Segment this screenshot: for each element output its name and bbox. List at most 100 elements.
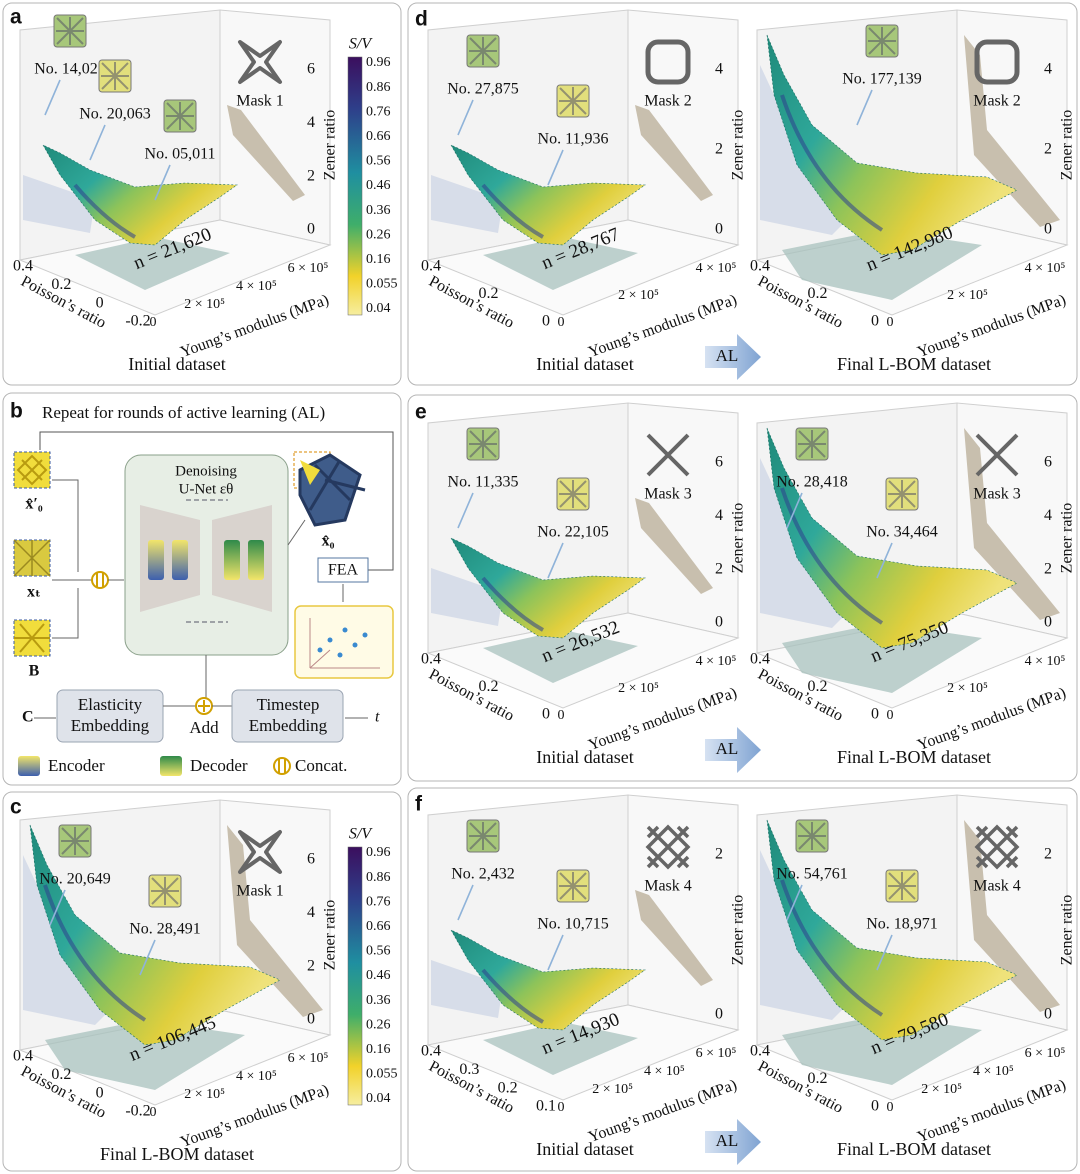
x-tick-label: 6 × 10⁵	[696, 1046, 737, 1061]
z-axis-label: Zener ratio	[1059, 895, 1076, 966]
diagram-title: Repeat for rounds of active learning (AL…	[42, 403, 325, 422]
x-tick-label: 2 × 10⁵	[618, 681, 659, 696]
colorbar-tick-label: 0.16	[366, 1042, 391, 1057]
colorbar-title: S/V	[349, 826, 373, 843]
floor-projection	[782, 1015, 982, 1085]
y-tick-label: -0.2	[125, 1103, 150, 1120]
y-tick-label: 0.2	[498, 1079, 518, 1096]
back-projection	[431, 960, 503, 1018]
mask-shape	[646, 433, 690, 477]
sample-label: No. 10,715	[537, 916, 609, 933]
dataset-caption: Initial dataset	[536, 747, 633, 767]
lattice	[888, 872, 916, 900]
legend-label: Encoder	[48, 756, 105, 775]
z-tick-label: 0	[307, 1011, 315, 1028]
mask-shape	[238, 830, 282, 874]
al-arrow: AL	[705, 727, 761, 773]
input-cube	[13, 539, 51, 577]
z-tick-label: 2	[1044, 141, 1052, 158]
y-tick-label: 0	[96, 294, 104, 311]
plot-3d: Mask 2 No. 27,875 No. 11,936 0 2 4 Zener ratio…	[421, 9, 747, 374]
colorbar-tick-label: 0.055	[366, 1067, 398, 1082]
encoder-feature	[148, 540, 164, 580]
sample-label: No. 11,335	[448, 474, 519, 491]
mask-label: Mask 3	[973, 486, 1021, 503]
cloud-core	[43, 884, 147, 1022]
sample-arrow	[547, 934, 564, 971]
mask-label: Mask 1	[236, 883, 284, 900]
x-tick-label: 0	[150, 1105, 157, 1120]
timestep-box	[231, 689, 344, 743]
legend-swatch	[160, 756, 182, 776]
z-tick-label: 4	[1044, 61, 1052, 78]
colorbar-bar	[347, 846, 363, 1106]
plot-3d: Mask 3 No. 11,335 No. 22,105 0 2 4 6 Zener rati…	[421, 402, 747, 767]
x-tick-label: 4 × 10⁵	[696, 261, 737, 276]
connector	[52, 479, 79, 572]
y-tick-label: 0.4	[421, 258, 441, 275]
unet-label: Denoising	[175, 463, 237, 479]
panel-frame	[407, 2, 1078, 386]
y-tick-label: 0.4	[750, 1043, 770, 1060]
y-tick-label: 0.2	[808, 678, 828, 695]
colorbar: S/V 0.96 0.86 0.76 0.66 0.56 0.46 0.36 0.26 0.16 0…	[347, 826, 398, 1106]
z-tick-label: 6	[715, 454, 723, 471]
x-tick-label: 6 × 10⁵	[288, 261, 329, 276]
panel-letter: c	[10, 796, 22, 819]
side-projection	[227, 105, 305, 201]
z-axis-label: Zener ratio	[322, 900, 339, 971]
arrow-shape	[705, 727, 761, 773]
point-cloud	[450, 537, 646, 639]
back-projection	[431, 568, 503, 626]
mask-shape	[645, 39, 691, 85]
y-tick-label: -0.2	[125, 313, 150, 330]
y-tick-label: 0.4	[421, 1043, 441, 1060]
mask-label: Mask 4	[644, 878, 692, 895]
y-tick-label: 0	[542, 313, 550, 330]
lattice	[469, 822, 497, 850]
x-tick-label: 2 × 10⁵	[184, 1087, 225, 1102]
back-projection	[23, 175, 95, 233]
sample-label: No. 177,139	[842, 71, 922, 88]
x-tick-label: 4 × 10⁵	[644, 1064, 685, 1079]
y-tick-label: 0	[871, 706, 879, 723]
z-tick-label: 2	[715, 846, 723, 863]
dataset-caption: Initial dataset	[128, 354, 225, 374]
lattice	[868, 27, 896, 55]
colorbar: S/V 0.96 0.86 0.76 0.66 0.56 0.46 0.36 0.26 0.16 0…	[347, 36, 398, 316]
y-tick-label: 0.3	[459, 1061, 479, 1078]
add-symbol	[198, 700, 210, 712]
mask-icon	[975, 433, 1019, 477]
sample-unit-cell	[556, 869, 590, 903]
z-axis-label: Zener ratio	[322, 110, 339, 181]
sample-arrow	[89, 124, 106, 161]
y-tick-label: 0	[96, 1084, 104, 1101]
dataset-caption: Initial dataset	[536, 1139, 633, 1159]
output-label: x̂₀	[322, 533, 335, 550]
encoder-block	[140, 505, 200, 612]
y-tick-label: 0.2	[51, 276, 71, 293]
colorbar-tick-label: 0.26	[366, 1017, 391, 1032]
y-tick-label: 0.2	[808, 285, 828, 302]
sample-label: No. 2,432	[451, 866, 515, 883]
sample-label: No. 05,011	[145, 146, 216, 163]
x-tick-label: 2 × 10⁵	[947, 681, 988, 696]
colorbar-tick-label: 0.46	[366, 178, 391, 193]
encoder-feature	[172, 540, 188, 580]
legend-swatch	[273, 757, 291, 775]
x-tick-label: 2 × 10⁵	[947, 288, 988, 303]
colorbar-tick-label: 0.04	[366, 301, 391, 316]
cloud-core	[780, 879, 884, 1017]
y-tick-label: 0	[542, 706, 550, 723]
point-cloud	[42, 144, 238, 246]
z-tick-label: 6	[307, 61, 315, 78]
sample-unit-cell	[556, 477, 590, 511]
colorbar-tick-label: 0.36	[366, 203, 391, 218]
feedback-line	[39, 431, 394, 571]
x-tick-label: 0	[887, 315, 894, 330]
colorbar-tick-label: 0.76	[366, 104, 391, 119]
arrow-shape	[705, 1119, 761, 1165]
sample-label: No. 27,875	[447, 81, 519, 98]
